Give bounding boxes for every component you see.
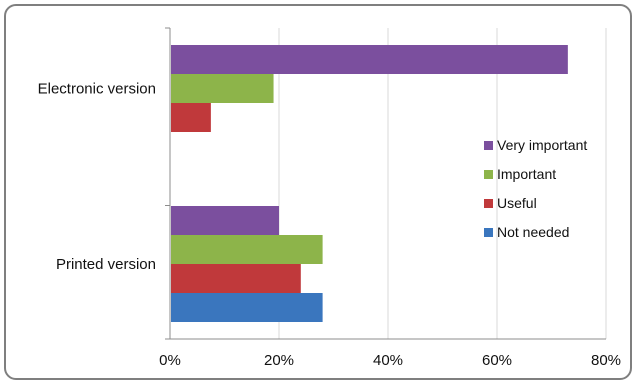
gridlines [278,28,607,339]
bar-printed-version-important [171,235,323,264]
x-tick-label-0: 0% [159,352,181,369]
x-tick-label-40: 40% [373,352,403,369]
legend-swatch-useful [484,199,493,208]
x-tick-label-20: 20% [264,352,294,369]
bar-electronic-version-very-important [171,45,568,74]
category-label-printed-version: Printed version [56,256,156,273]
legend-swatch-very-important [484,141,493,150]
legend-label-useful: Useful [497,195,537,211]
legend-swatch-important [484,170,493,179]
legend-label-important: Important [497,166,556,182]
chart-frame: 0% 20% 40% 60% 80% Electronic version Printed … [4,4,632,380]
x-tick-label-60: 60% [482,352,512,369]
legend-label-not-needed: Not needed [497,224,569,240]
legend-swatch-not-needed [484,228,493,237]
x-tick-label-80: 80% [591,352,621,369]
bar-electronic-version-useful [171,103,211,132]
bar-printed-version-not-needed [171,293,323,322]
legend: Very important Important Useful Not needed [484,137,587,240]
bar-printed-version-very-important [171,206,279,235]
bar-electronic-version-important [171,74,274,103]
category-label-electronic-version: Electronic version [38,81,156,98]
bars [171,45,568,322]
bar-printed-version-useful [171,264,301,293]
legend-label-very-important: Very important [497,137,587,153]
bar-chart: 0% 20% 40% 60% 80% Electronic version Printed … [38,27,621,369]
axes: 0% 20% 40% 60% 80% Electronic version Printed … [38,27,621,369]
